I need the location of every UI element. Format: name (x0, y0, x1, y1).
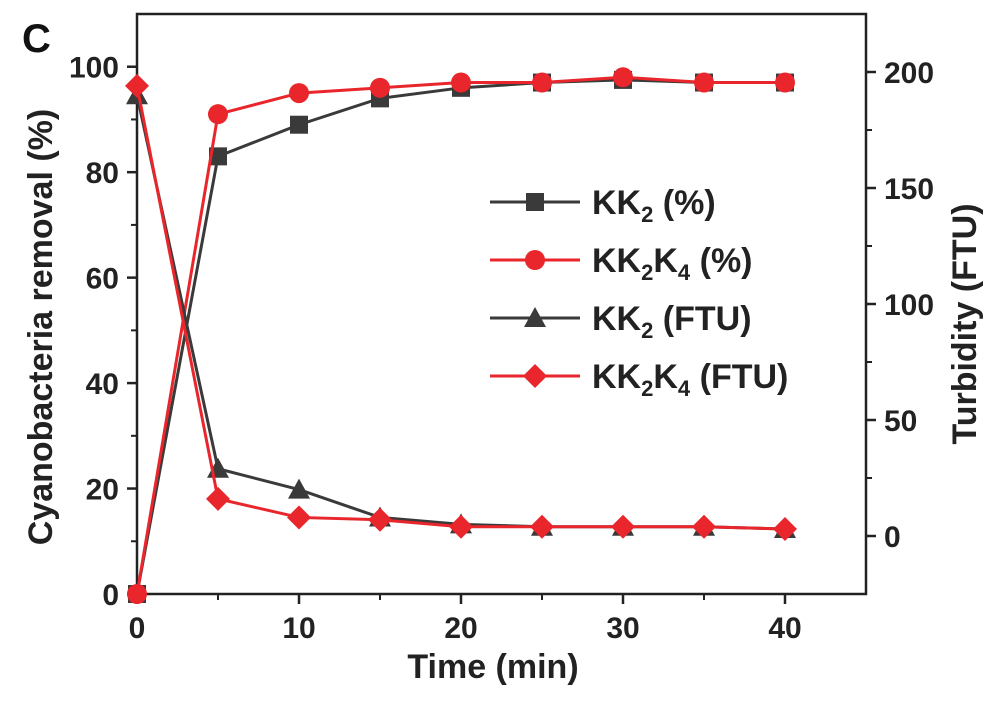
y2-tick-label: 200 (884, 57, 934, 90)
legend-marker (526, 193, 544, 211)
data-point (449, 514, 473, 539)
y-tick-label: 100 (69, 52, 119, 85)
data-point (692, 514, 716, 539)
legend-marker (525, 250, 545, 270)
data-point (613, 67, 633, 88)
legend-marker (523, 364, 547, 388)
data-point (208, 104, 228, 125)
series-layer (125, 67, 797, 604)
legend-item: KK2K4 (%) (490, 242, 753, 285)
data-point (694, 72, 714, 93)
y2-tick-label: 150 (884, 173, 934, 206)
data-point (451, 72, 471, 93)
data-point (368, 507, 392, 532)
legend-label: KK2 (%) (592, 184, 716, 227)
x-tick-label: 40 (768, 612, 801, 645)
legend: KK2 (%) KK2K4 (%) KK2 (FTU) KK2K4 (FTU) (490, 184, 788, 401)
y2-tick-label: 100 (884, 289, 934, 322)
y-tick-label: 0 (102, 579, 119, 612)
legend-item: KK2 (%) (490, 184, 716, 227)
panel-label: C (22, 17, 51, 61)
x-axis-title: Time (min) (407, 648, 578, 686)
x-tick-label: 0 (129, 612, 146, 645)
y-tick-label: 40 (86, 368, 119, 401)
data-point (288, 478, 310, 499)
data-point (530, 514, 554, 539)
legend-marker (524, 307, 546, 327)
data-point (125, 73, 149, 98)
y2-axis-title: Turbidity (FTU) (946, 203, 984, 444)
y-tick-label: 80 (86, 157, 119, 190)
data-point (611, 514, 635, 539)
data-point (287, 505, 311, 530)
data-point (289, 83, 309, 104)
data-point (370, 77, 390, 98)
x-tick-label: 30 (606, 612, 639, 645)
series-kk2k4 (127, 67, 795, 604)
x-tick-label: 20 (444, 612, 477, 645)
y2-tick-label: 50 (884, 405, 917, 438)
data-point (773, 517, 797, 542)
legend-label: KK2K4 (FTU) (592, 358, 788, 401)
y-tick-label: 20 (86, 474, 119, 507)
legend-item: KK2 (FTU) (490, 300, 752, 343)
y-axis-title: Cyanobacteria removal (%) (22, 109, 60, 546)
data-point (127, 584, 147, 604)
data-point (209, 147, 227, 166)
axes: 0 10 20 30 40 0 20 40 60 80 100 0 50 100 150 200 (69, 12, 934, 645)
plot-frame (135, 12, 868, 596)
data-point (775, 72, 795, 93)
y2-tick-label: 0 (884, 521, 901, 554)
y-tick-label: 60 (86, 263, 119, 296)
series-kk2k4-ftu (125, 73, 797, 542)
x-tick-label: 10 (282, 612, 315, 645)
legend-label: KK2K4 (%) (592, 242, 753, 285)
data-point (206, 486, 230, 511)
legend-label: KK2 (FTU) (592, 300, 752, 343)
legend-item: KK2K4 (FTU) (490, 358, 788, 401)
data-point (290, 115, 308, 134)
data-point (532, 72, 552, 93)
